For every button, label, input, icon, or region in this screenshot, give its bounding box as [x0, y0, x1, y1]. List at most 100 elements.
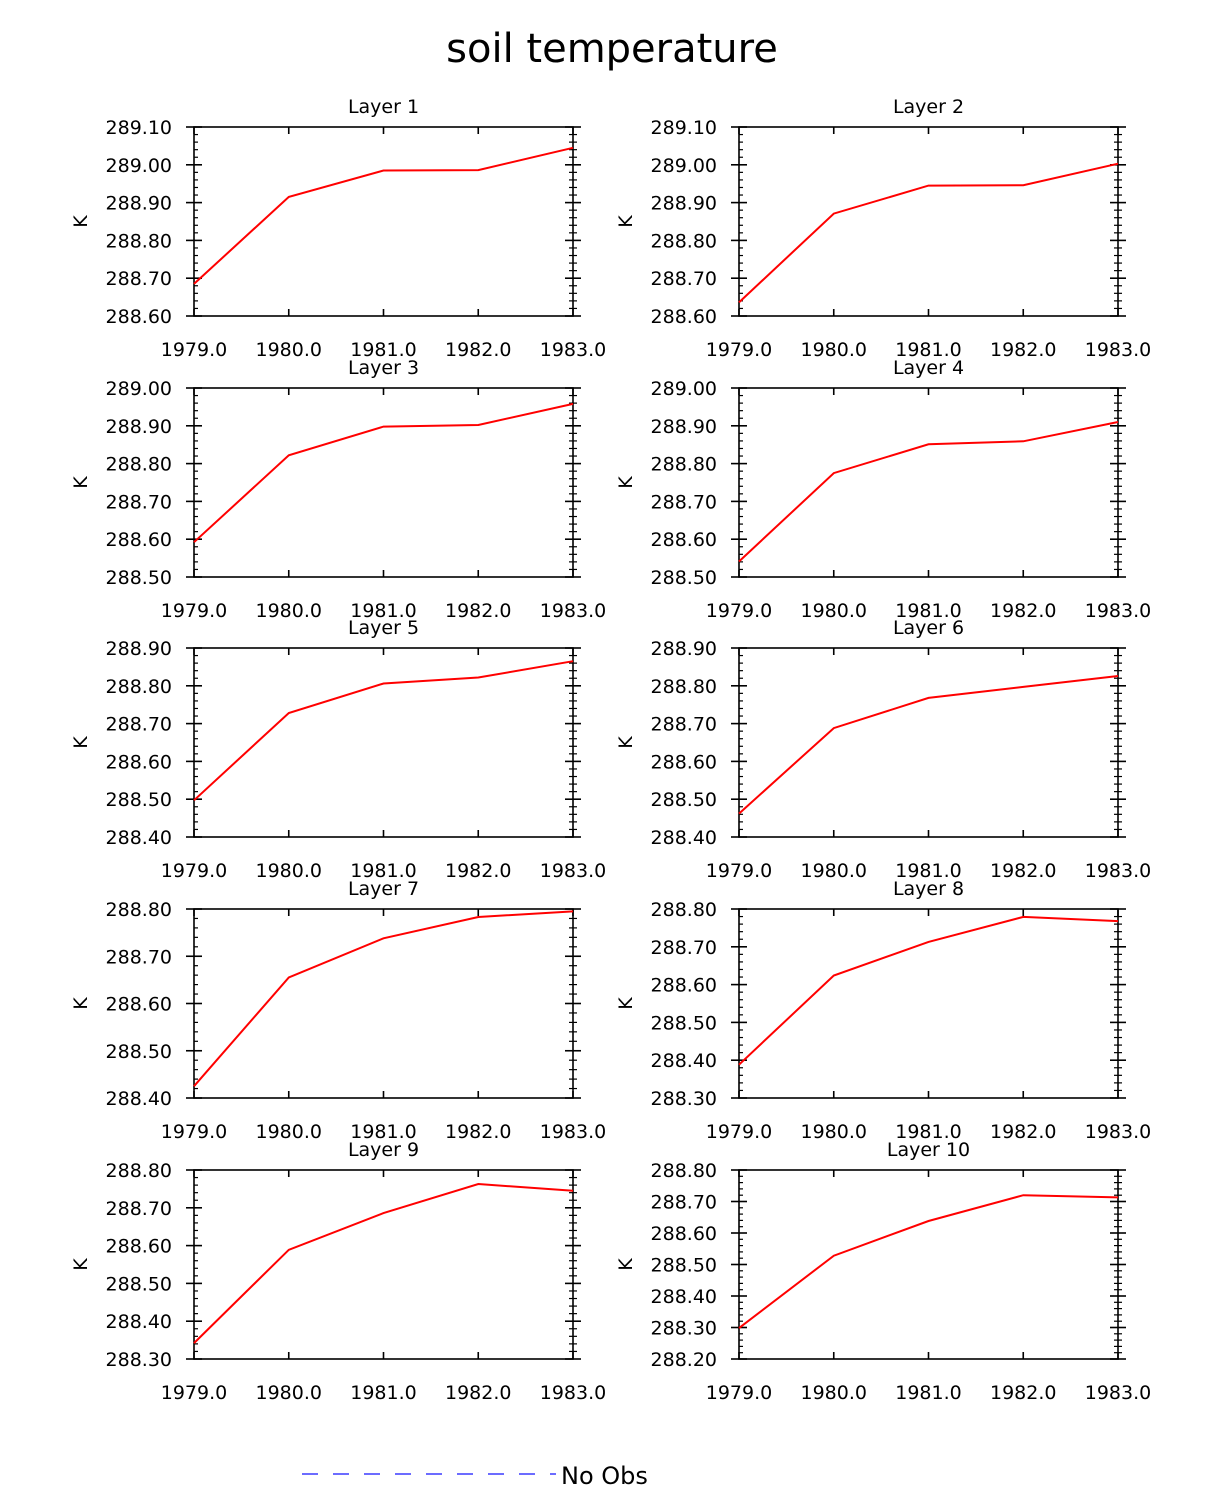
- y-tick-label: 288.90: [651, 416, 717, 438]
- x-tick-label: 1982.0: [445, 860, 511, 882]
- x-tick-label: 1980.0: [256, 339, 322, 361]
- x-tick-label: 1979.0: [161, 1382, 227, 1404]
- x-tick-label: 1981.0: [895, 860, 961, 882]
- x-tick-label: 1982.0: [445, 339, 511, 361]
- legend-label: No Obs: [561, 1462, 648, 1485]
- y-tick-label: 288.30: [651, 1088, 717, 1110]
- y-tick-label: 288.60: [106, 994, 172, 1016]
- y-tick-label: 289.00: [651, 155, 717, 177]
- y-tick-label: 288.80: [106, 1160, 172, 1182]
- y-tick-label: 289.10: [106, 117, 172, 139]
- x-tick-label: 1981.0: [895, 339, 961, 361]
- y-tick-label: 288.60: [651, 306, 717, 328]
- chart-panel-2: Layer 2 1979.0 1980.0 1981.0 1982.0 1983.0 288…: [615, 96, 1151, 361]
- y-tick-label: 288.80: [106, 230, 172, 252]
- y-tick-label: 288.80: [106, 899, 172, 921]
- x-tick-label: 1981.0: [895, 600, 961, 622]
- panel-title: Layer 9: [348, 1139, 419, 1161]
- series-line: [193, 146, 574, 285]
- x-tick-label: 1980.0: [801, 339, 867, 361]
- chart-panel-1: Layer 1 1979.0 1980.0 1981.0 1982.0 1983.0 288…: [70, 96, 606, 361]
- x-tick-label: 1981.0: [350, 600, 416, 622]
- y-tick-label: 288.30: [651, 1318, 717, 1340]
- x-tick-label: 1983.0: [540, 1121, 606, 1143]
- chart-panel-7: Layer 7 1979.0 1980.0 1981.0 1982.0 1983.0 288…: [70, 878, 606, 1143]
- y-tick-label: 288.40: [106, 827, 172, 849]
- x-tick-label: 1983.0: [540, 600, 606, 622]
- panel-title: Layer 10: [887, 1139, 970, 1161]
- x-tick-label: 1982.0: [990, 339, 1056, 361]
- y-tick-label: 288.50: [106, 789, 172, 811]
- x-tick-label: 1980.0: [801, 600, 867, 622]
- y-tick-label: 288.50: [106, 1273, 172, 1295]
- x-tick-label: 1981.0: [350, 1121, 416, 1143]
- chart-panel-6: Layer 6 1979.0 1980.0 1981.0 1982.0 1983.0 288…: [615, 617, 1151, 882]
- y-tick-label: 288.80: [651, 454, 717, 476]
- y-tick-label: 288.70: [651, 714, 717, 736]
- y-tick-label: 288.90: [651, 638, 717, 660]
- series-line: [738, 421, 1119, 563]
- x-tick-label: 1981.0: [350, 1382, 416, 1404]
- x-tick-label: 1983.0: [1085, 1121, 1151, 1143]
- series-line: [193, 660, 574, 802]
- plot-frame: [193, 1169, 574, 1360]
- chart-panel-8: Layer 8 1979.0 1980.0 1981.0 1982.0 1983.0 288…: [615, 878, 1151, 1143]
- y-tick-label: 288.80: [651, 1160, 717, 1182]
- plot-frame: [738, 908, 1119, 1099]
- panel-title: Layer 7: [348, 878, 419, 900]
- panel-title: Layer 6: [893, 617, 964, 639]
- x-tick-label: 1983.0: [1085, 860, 1151, 882]
- y-tick-label: 288.60: [106, 529, 172, 551]
- panel-title: Layer 3: [348, 357, 419, 379]
- y-tick-label: 288.90: [106, 416, 172, 438]
- y-tick-label: 289.00: [106, 155, 172, 177]
- y-tick-label: 288.40: [651, 1286, 717, 1308]
- x-tick-label: 1979.0: [706, 600, 772, 622]
- y-tick-label: 288.40: [651, 1050, 717, 1072]
- x-tick-label: 1982.0: [990, 860, 1056, 882]
- panel-title: Layer 8: [893, 878, 964, 900]
- x-tick-label: 1983.0: [1085, 1382, 1151, 1404]
- x-tick-label: 1979.0: [706, 339, 772, 361]
- plot-frame: [738, 126, 1119, 317]
- x-tick-label: 1981.0: [350, 339, 416, 361]
- y-tick-label: 288.70: [106, 714, 172, 736]
- y-tick-label: 288.40: [106, 1088, 172, 1110]
- y-tick-label: 288.30: [106, 1349, 172, 1371]
- x-tick-label: 1983.0: [540, 860, 606, 882]
- y-tick-label: 288.40: [651, 827, 717, 849]
- x-tick-label: 1980.0: [256, 1382, 322, 1404]
- panels: Layer 1 1979.0 1980.0 1981.0 1982.0 1983.0 288…: [70, 96, 1151, 1404]
- y-tick-label: 288.80: [651, 899, 717, 921]
- x-tick-label: 1979.0: [161, 1121, 227, 1143]
- panel-title: Layer 2: [893, 96, 964, 118]
- y-tick-label: 288.50: [651, 789, 717, 811]
- chart-panel-5: Layer 5 1979.0 1980.0 1981.0 1982.0 1983.0 288…: [70, 617, 606, 882]
- y-tick-label: 288.80: [106, 454, 172, 476]
- chart-panel-4: Layer 4 1979.0 1980.0 1981.0 1982.0 1983.0 288…: [615, 357, 1151, 622]
- x-tick-label: 1980.0: [801, 1382, 867, 1404]
- x-tick-label: 1980.0: [256, 1121, 322, 1143]
- x-tick-label: 1981.0: [895, 1382, 961, 1404]
- y-tick-label: 288.80: [106, 676, 172, 698]
- y-tick-label: 288.60: [651, 1223, 717, 1245]
- x-tick-label: 1979.0: [706, 860, 772, 882]
- series-line: [193, 402, 574, 543]
- chart-panel-9: Layer 9 1979.0 1980.0 1981.0 1982.0 1983.0 288…: [70, 1139, 606, 1404]
- y-axis-label: K: [615, 215, 637, 228]
- x-tick-label: 1979.0: [161, 860, 227, 882]
- y-tick-label: 289.00: [106, 378, 172, 400]
- plot-frame: [738, 387, 1119, 578]
- y-axis-label: K: [70, 1258, 92, 1271]
- x-tick-label: 1979.0: [706, 1121, 772, 1143]
- y-tick-label: 288.70: [106, 491, 172, 513]
- y-tick-label: 288.90: [106, 638, 172, 660]
- y-tick-label: 288.90: [651, 193, 717, 215]
- x-tick-label: 1980.0: [256, 600, 322, 622]
- x-tick-label: 1981.0: [895, 1121, 961, 1143]
- y-tick-label: 288.40: [106, 1311, 172, 1333]
- x-tick-label: 1981.0: [350, 860, 416, 882]
- y-tick-label: 288.90: [106, 193, 172, 215]
- plot-frame: [193, 126, 574, 317]
- y-tick-label: 288.70: [106, 268, 172, 290]
